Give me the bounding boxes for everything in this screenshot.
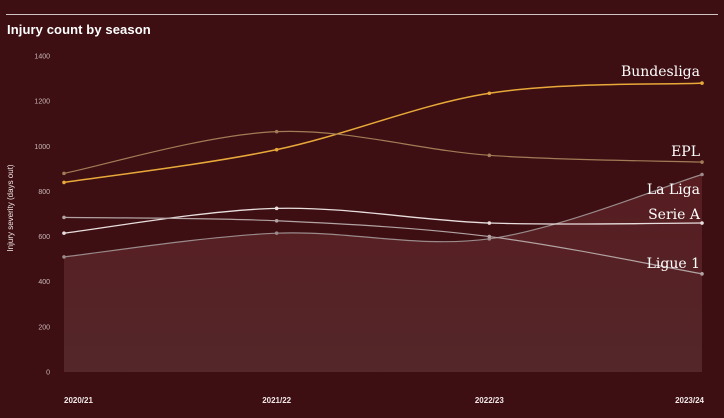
y-tick-label: 1400: [34, 54, 50, 61]
data-point-ligue-1: [274, 218, 279, 223]
x-tick-label: 2021/22: [262, 396, 291, 405]
x-tick-label: 2023/24: [675, 396, 704, 405]
series-line-la-liga: [63, 173, 703, 258]
data-point-ligue-1: [700, 272, 704, 276]
top-divider: [6, 14, 718, 15]
y-tick-label: 800: [38, 189, 50, 196]
x-tick-label: 2020/21: [64, 396, 93, 405]
data-point-la-liga: [274, 231, 279, 235]
data-point-serie-a: [487, 221, 492, 225]
series-line-serie-a: [63, 207, 703, 234]
x-tick-label: 2022/23: [475, 396, 504, 405]
data-point-ligue-1: [487, 234, 492, 239]
data-point-bundesliga: [62, 180, 66, 185]
y-tick-label: 600: [38, 234, 50, 241]
data-point-epl: [700, 160, 704, 164]
series-label-la-liga: La Liga: [647, 182, 700, 198]
data-point-serie-a: [274, 206, 279, 211]
data-point-bundesliga: [274, 147, 279, 152]
data-point-epl: [274, 129, 279, 134]
series-line-epl: [63, 130, 703, 174]
series-label-epl: EPL: [671, 144, 700, 160]
area-fill: [64, 174, 702, 372]
series-label-serie-a: Serie A: [648, 207, 701, 223]
series-line-ligue-1: [63, 216, 703, 275]
series-line-bundesliga: [63, 82, 703, 184]
data-point-epl: [487, 153, 492, 158]
data-point-ligue-1: [62, 215, 66, 220]
data-point-bundesliga: [487, 91, 492, 96]
series-label-bundesliga: Bundesliga: [621, 64, 700, 80]
data-point-bundesliga: [700, 81, 704, 85]
y-tick-label: 1200: [34, 99, 50, 106]
y-axis-label: Injury severity (days out): [6, 164, 15, 251]
y-tick-label: 400: [38, 279, 50, 286]
data-point-serie-a: [700, 221, 704, 225]
chart-title: Injury count by season: [7, 22, 151, 37]
series-label-ligue-1: Ligue 1: [647, 256, 700, 272]
data-point-la-liga: [700, 172, 704, 177]
data-point-serie-a: [62, 231, 66, 235]
data-point-epl: [62, 171, 66, 176]
y-tick-label: 200: [38, 324, 50, 331]
data-point-la-liga: [62, 255, 66, 259]
y-tick-label: 1000: [34, 144, 50, 151]
y-tick-label: 0: [46, 370, 50, 377]
